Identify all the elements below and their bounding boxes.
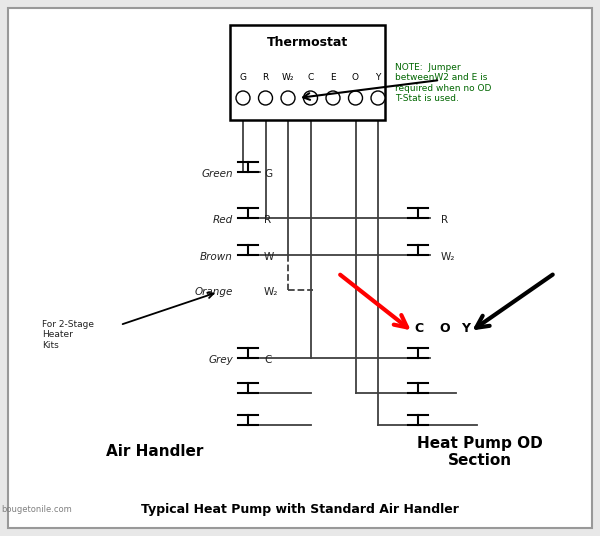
Text: C: C: [307, 73, 314, 83]
Text: W₂: W₂: [441, 252, 455, 262]
Text: G: G: [264, 169, 272, 179]
Text: W: W: [264, 252, 274, 262]
Text: Heat Pump OD
Section: Heat Pump OD Section: [417, 436, 543, 468]
Bar: [230, 25, 385, 120]
Text: O: O: [440, 322, 451, 334]
Circle shape: [326, 91, 340, 105]
Text: C: C: [415, 322, 424, 334]
Circle shape: [349, 91, 362, 105]
Text: O: O: [352, 73, 359, 83]
Text: Air Handler: Air Handler: [106, 444, 203, 459]
Text: W₂: W₂: [282, 73, 294, 83]
Circle shape: [371, 91, 385, 105]
Text: C: C: [264, 355, 271, 365]
Text: Y: Y: [461, 322, 470, 334]
Text: R: R: [264, 215, 271, 225]
Text: Y: Y: [376, 73, 380, 83]
Text: W₂: W₂: [264, 287, 278, 297]
Circle shape: [281, 91, 295, 105]
Text: bougetonile.com: bougetonile.com: [1, 505, 72, 515]
Text: E: E: [330, 73, 336, 83]
Text: Thermostat: Thermostat: [267, 36, 348, 49]
Text: Grey: Grey: [208, 355, 233, 365]
Text: Red: Red: [213, 215, 233, 225]
Text: Typical Heat Pump with Standard Air Handler: Typical Heat Pump with Standard Air Hand…: [141, 503, 459, 517]
Circle shape: [259, 91, 272, 105]
Text: G: G: [239, 73, 247, 83]
Text: For 2-Stage
Heater
Kits: For 2-Stage Heater Kits: [42, 320, 94, 350]
Text: Green: Green: [202, 169, 233, 179]
Circle shape: [304, 91, 317, 105]
Text: NOTE:  Jumper
betweenW2 and E is
required when no OD
T-Stat is used.: NOTE: Jumper betweenW2 and E is required…: [395, 63, 491, 103]
Text: R: R: [262, 73, 269, 83]
Circle shape: [236, 91, 250, 105]
Text: Brown: Brown: [200, 252, 233, 262]
Text: Orange: Orange: [194, 287, 233, 297]
Text: R: R: [441, 215, 448, 225]
